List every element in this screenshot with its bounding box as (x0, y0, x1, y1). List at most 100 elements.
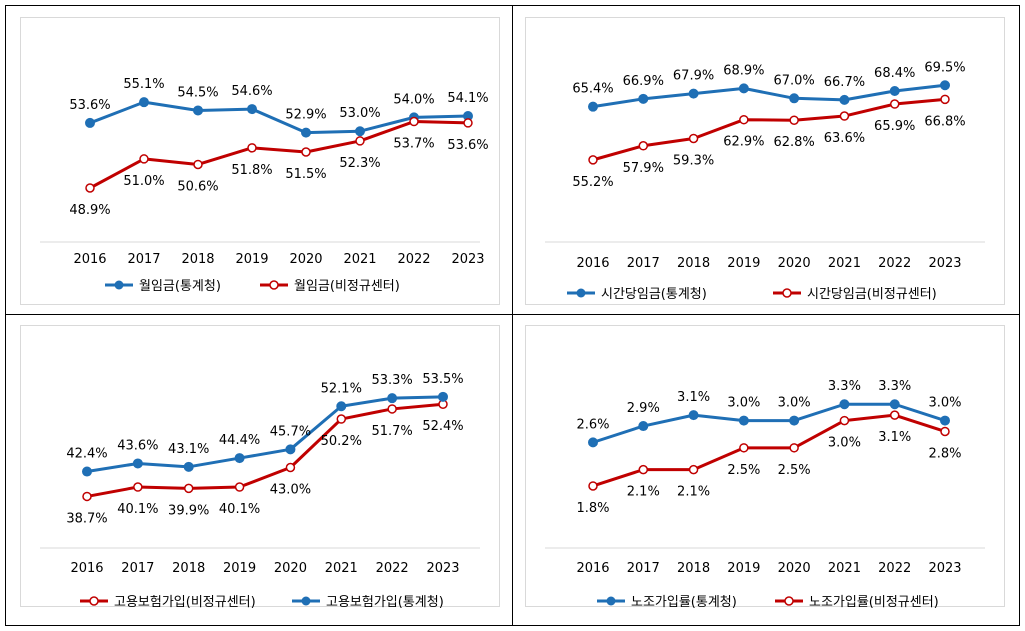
x-tick-label: 2021 (828, 256, 861, 271)
data-point (789, 93, 800, 104)
data-label: 50.6% (177, 179, 218, 194)
data-label: 2.9% (627, 401, 660, 416)
data-label: 51.7% (371, 424, 412, 439)
legend-marker (114, 280, 124, 290)
data-label: 53.3% (371, 373, 412, 388)
chart-frame (525, 325, 1005, 607)
data-point (355, 126, 365, 137)
x-tick-label: 2021 (343, 252, 376, 267)
legend-marker (606, 596, 616, 606)
legend-label: 노조가입률(통계청) (631, 595, 737, 610)
data-label: 52.1% (321, 381, 362, 396)
chart-grid: 2016 2017 2018 2019 2020 2021 2022 2023 53.6% 55.… (5, 5, 1020, 626)
data-label: 55.1% (123, 77, 164, 92)
data-label: 2.6% (576, 417, 609, 432)
legend-marker (89, 596, 99, 606)
data-point (139, 97, 149, 108)
data-point (301, 127, 311, 138)
legend-marker (576, 288, 586, 298)
data-label: 50.2% (321, 434, 362, 449)
data-label: 66.8% (924, 114, 965, 129)
data-point (839, 415, 850, 426)
data-label: 54.6% (231, 84, 272, 99)
data-point (638, 93, 649, 104)
data-point (409, 116, 419, 127)
data-label: 39.9% (168, 503, 209, 518)
series-line-1 (89, 120, 469, 190)
x-tick-label: 2018 (677, 256, 710, 271)
data-label: 68.4% (874, 66, 915, 81)
data-label: 42.4% (66, 447, 107, 462)
x-tick-label: 2019 (223, 561, 256, 576)
data-point (193, 159, 203, 170)
legend-label: 월임금(통계청) (139, 279, 221, 294)
data-point (839, 94, 850, 105)
data-label: 62.8% (773, 135, 814, 150)
data-label: 62.9% (723, 135, 764, 150)
data-point (85, 183, 95, 193)
data-point (234, 482, 245, 492)
legend-marker (269, 280, 279, 290)
data-label: 2.1% (677, 485, 710, 500)
data-label: 43.1% (168, 442, 209, 457)
data-point (82, 466, 92, 477)
x-tick-label: 2017 (127, 252, 160, 267)
data-label: 59.3% (673, 153, 714, 168)
legend-label: 노조가입률(비정규센터) (809, 595, 939, 610)
data-label: 3.1% (878, 430, 911, 445)
data-point (789, 115, 799, 125)
x-tick-label: 2016 (576, 256, 609, 271)
data-label: 53.5% (422, 372, 463, 387)
data-point (85, 117, 95, 128)
legend-label: 고용보험가입(통계청) (326, 595, 444, 610)
data-point (301, 147, 311, 157)
chart-monthly-wage: 2016 2017 2018 2019 2020 2021 2022 2023 53.6% 55.… (20, 17, 500, 312)
series-line-1 (86, 395, 444, 474)
data-point (132, 458, 143, 469)
data-point (355, 136, 365, 146)
data-label: 3.3% (878, 379, 911, 394)
data-label: 66.9% (623, 74, 664, 89)
data-label: 43.0% (270, 483, 311, 498)
series-line-0 (592, 402, 946, 444)
x-tick-label: 2019 (727, 256, 760, 271)
x-tick-label: 2022 (376, 561, 409, 576)
series-line-0 (89, 100, 469, 135)
data-label: 69.5% (924, 60, 965, 75)
chart-svg: 2016 2017 2018 2019 2020 2021 2022 2023 2.6% 2.9%… (525, 325, 1005, 610)
data-point (789, 443, 799, 453)
series-line-1 (592, 97, 946, 162)
data-label: 2.1% (627, 485, 660, 500)
x-tick-label: 2020 (778, 561, 811, 576)
legend-label: 시간당임금(비정규센터) (807, 287, 937, 302)
data-label: 51.0% (123, 174, 164, 189)
horizontal-divider (6, 314, 1019, 315)
data-point (133, 482, 143, 492)
data-point (234, 453, 245, 464)
data-label: 3.1% (677, 390, 710, 405)
series-line-1 (592, 413, 946, 488)
data-label: 43.6% (117, 438, 158, 453)
vertical-divider (512, 6, 513, 625)
data-label: 55.2% (572, 175, 613, 190)
data-point (387, 404, 397, 414)
data-point (183, 461, 194, 472)
data-point (588, 101, 598, 112)
data-point (336, 414, 347, 424)
data-point (940, 415, 950, 426)
x-tick-label: 2023 (451, 252, 484, 267)
chart-employment-insurance: 2016 2017 2018 2019 2020 2021 2022 2023 38.7% 40.… (20, 325, 500, 620)
data-label: 53.0% (339, 106, 380, 121)
data-label: 3.0% (778, 396, 811, 411)
data-label: 67.9% (673, 69, 714, 84)
data-point (688, 410, 699, 421)
legend-marker (301, 596, 311, 606)
x-tick-label: 2021 (828, 561, 861, 576)
data-label: 54.1% (447, 91, 488, 106)
x-tick-label: 2019 (727, 561, 760, 576)
data-point (588, 437, 598, 448)
x-tick-label: 2017 (121, 561, 154, 576)
data-label: 2.8% (928, 446, 961, 461)
data-point (387, 393, 398, 404)
chart-svg: 2016 2017 2018 2019 2020 2021 2022 2023 53.6% 55.… (20, 17, 500, 305)
